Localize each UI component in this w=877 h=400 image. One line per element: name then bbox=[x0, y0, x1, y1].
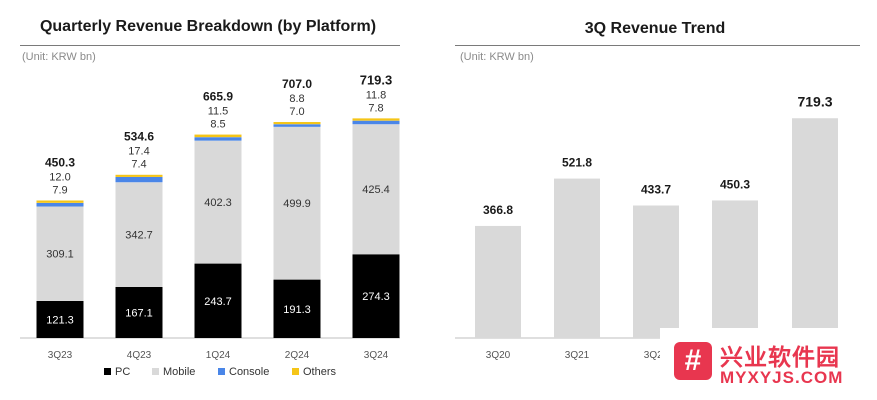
bar-segment-console bbox=[352, 120, 400, 125]
legend-label-pc: PC bbox=[115, 366, 130, 378]
bar-segment-pc bbox=[36, 300, 84, 338]
data-label-mobile: 402.3 bbox=[204, 197, 232, 209]
data-label-others: 8.5 bbox=[210, 119, 225, 131]
trend-chart-title: 3Q Revenue Trend bbox=[584, 20, 726, 37]
data-label-value: 366.8 bbox=[483, 203, 513, 217]
bar-segment-mobile bbox=[352, 124, 400, 255]
data-label-others: 7.8 bbox=[368, 102, 383, 114]
x-tick-label: 3Q24 bbox=[364, 350, 389, 361]
bar-segment-separator bbox=[36, 199, 84, 201]
bar-segment-console bbox=[273, 124, 321, 127]
legend-swatch-others bbox=[292, 368, 299, 375]
legend-swatch-console bbox=[218, 368, 225, 375]
bar-segment-pc bbox=[352, 254, 400, 338]
data-label-mobile: 499.9 bbox=[283, 198, 311, 210]
x-tick-label: 1Q24 bbox=[206, 350, 231, 361]
trend-bar bbox=[792, 118, 838, 339]
legend-label-others: Others bbox=[303, 366, 337, 378]
bar-segment-separator bbox=[352, 117, 400, 119]
x-tick-label: 3Q20 bbox=[486, 350, 511, 361]
x-tick-label: 3Q21 bbox=[565, 350, 590, 361]
x-tick-label: 3Q22 bbox=[644, 350, 669, 361]
data-label-others: 7.4 bbox=[131, 159, 146, 171]
watermark-text-cn: 兴业软件园 bbox=[720, 345, 840, 371]
bar-segment-pc bbox=[273, 279, 321, 338]
bar-segment-separator bbox=[115, 173, 163, 175]
legend-label-console: Console bbox=[229, 366, 269, 378]
data-label-total: 707.0 bbox=[282, 77, 312, 91]
data-label-pc: 167.1 bbox=[125, 307, 153, 319]
data-label-console: 8.8 bbox=[289, 93, 304, 105]
bar-segment-pc bbox=[194, 263, 242, 338]
data-label-console: 11.8 bbox=[366, 89, 387, 101]
watermark-text-en: MYXYJS.COM bbox=[720, 368, 844, 387]
bar-segment-mobile bbox=[194, 140, 242, 264]
bar-segment-mobile bbox=[36, 206, 84, 301]
watermark: # 兴业软件园 MYXYJS.COM bbox=[660, 328, 877, 400]
data-label-total: 450.3 bbox=[45, 155, 75, 169]
trend-bar bbox=[475, 225, 521, 338]
bar-segment-console bbox=[194, 137, 242, 141]
x-tick-label: 2Q24 bbox=[285, 350, 310, 361]
data-label-pc: 274.3 bbox=[362, 291, 390, 303]
legend-swatch-mobile bbox=[152, 368, 159, 375]
stacked-chart-title-rule bbox=[20, 45, 400, 46]
legend-label-mobile: Mobile bbox=[163, 366, 195, 378]
data-label-pc: 243.7 bbox=[204, 296, 232, 308]
bar-segment-pc bbox=[115, 286, 163, 338]
bar-segment-others bbox=[115, 174, 163, 177]
bar-segment-others bbox=[36, 200, 84, 203]
bar-segment-others bbox=[194, 134, 242, 138]
data-label-others: 7.9 bbox=[52, 184, 67, 196]
x-tick-label: 3Q23 bbox=[48, 350, 73, 361]
data-label-console: 17.4 bbox=[128, 146, 149, 158]
data-label-total: 534.6 bbox=[124, 130, 154, 144]
data-label-value: 719.3 bbox=[797, 93, 832, 109]
watermark-logo-icon: # bbox=[674, 342, 712, 380]
data-label-total: 665.9 bbox=[203, 90, 233, 104]
data-label-mobile: 342.7 bbox=[125, 230, 153, 242]
bar-segment-mobile bbox=[273, 126, 321, 280]
bar-segment-console bbox=[36, 202, 84, 207]
data-label-value: 521.8 bbox=[562, 156, 592, 170]
bar-segment-separator bbox=[273, 121, 321, 123]
bar-segment-others bbox=[352, 118, 400, 121]
data-label-console: 12.0 bbox=[49, 171, 70, 183]
trend-bar bbox=[633, 205, 679, 338]
bar-segment-separator bbox=[194, 133, 242, 135]
data-label-total: 719.3 bbox=[360, 72, 393, 87]
bar-segment-others bbox=[273, 122, 321, 125]
data-label-others: 7.0 bbox=[289, 106, 304, 118]
data-label-value: 450.3 bbox=[720, 177, 750, 191]
trend-chart-title-rule bbox=[455, 45, 860, 46]
data-label-value: 433.7 bbox=[641, 183, 671, 197]
trend-bar bbox=[712, 200, 758, 338]
data-label-console: 11.5 bbox=[208, 106, 229, 118]
data-label-mobile: 425.4 bbox=[362, 184, 390, 196]
data-label-pc: 121.3 bbox=[46, 314, 74, 326]
x-tick-label: 4Q23 bbox=[127, 350, 152, 361]
trend-chart-unit-note: (Unit: KRW bn) bbox=[460, 51, 534, 63]
legend-swatch-pc bbox=[104, 368, 111, 375]
data-label-mobile: 309.1 bbox=[46, 249, 74, 261]
stacked-chart-unit-note: (Unit: KRW bn) bbox=[22, 51, 96, 63]
bar-segment-console bbox=[115, 176, 163, 183]
stacked-chart-title: Quarterly Revenue Breakdown (by Platform… bbox=[39, 18, 377, 35]
bar-segment-mobile bbox=[115, 182, 163, 287]
trend-bar bbox=[554, 178, 600, 338]
data-label-pc: 191.3 bbox=[283, 304, 311, 316]
